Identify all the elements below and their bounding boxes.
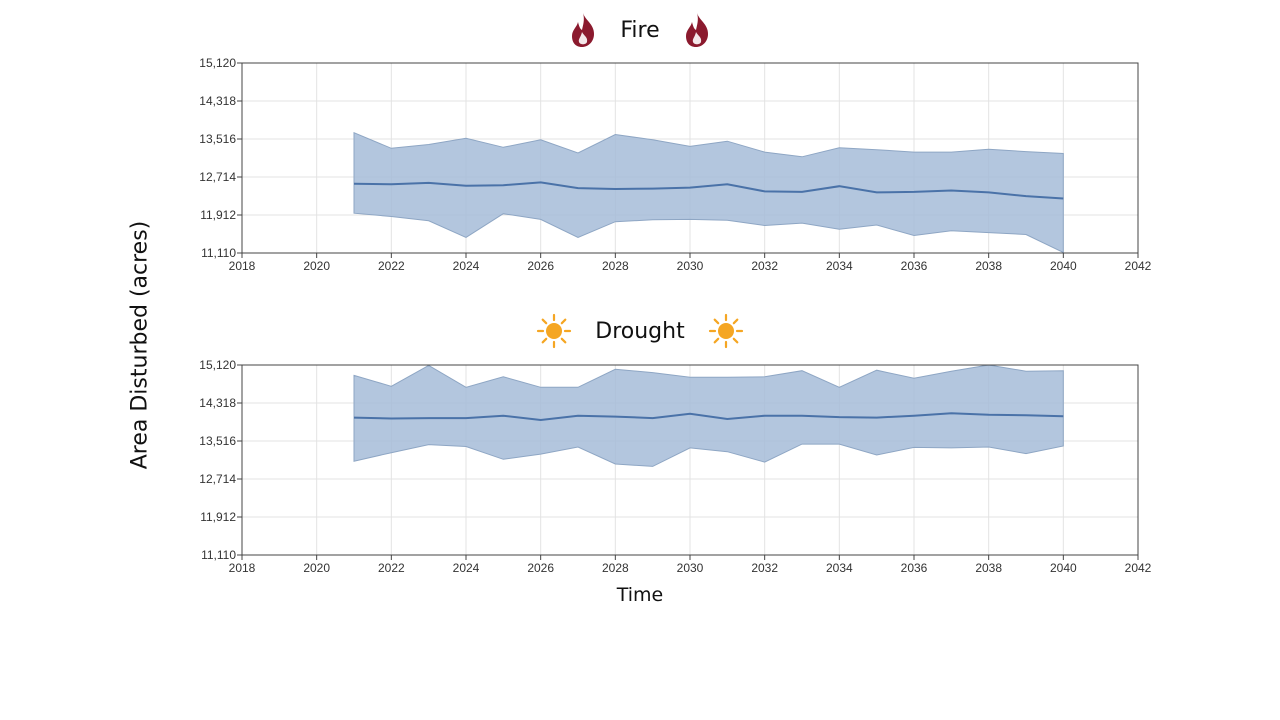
- x-tick-label: 2030: [677, 259, 704, 273]
- x-tick-label: 2034: [826, 561, 853, 575]
- drought-title-text: Drought: [595, 318, 685, 344]
- fire-title-text: Fire: [620, 17, 660, 43]
- x-tick-label: 2034: [826, 259, 853, 273]
- x-tick-label: 2030: [677, 561, 704, 575]
- y-tick-label: 13,516: [199, 132, 236, 146]
- y-tick-label: 12,714: [199, 170, 236, 184]
- x-axis-label: Time: [616, 584, 664, 606]
- x-tick-label: 2018: [229, 561, 256, 575]
- y-tick-label: 14,318: [199, 94, 236, 108]
- y-tick-label: 11,912: [200, 208, 236, 222]
- x-tick-label: 2020: [303, 259, 330, 273]
- y-axis-label: Area Disturbed (acres): [127, 220, 153, 470]
- x-tick-label: 2042: [1125, 561, 1152, 575]
- x-tick-label: 2024: [453, 561, 480, 575]
- x-tick-label: 2020: [303, 561, 330, 575]
- y-tick-label: 11,110: [201, 246, 236, 260]
- x-tick-label: 2028: [602, 259, 629, 273]
- range-band-area: [353, 131, 1064, 254]
- fire-chart: 11,110 11,912 12,714 13,516 14,318 15,120 2018…: [199, 56, 1152, 273]
- y-tick-label: 13,516: [199, 434, 236, 448]
- x-tick-label: 2026: [527, 259, 554, 273]
- x-tick-label: 2018: [229, 259, 256, 273]
- x-tick-label: 2024: [453, 259, 480, 273]
- mean-series-line: [353, 412, 1064, 422]
- sun-icon: [708, 313, 743, 349]
- y-tick-label: 14,318: [199, 396, 236, 410]
- flame-icon: [572, 13, 595, 47]
- fire-chart-title: Fire: [0, 12, 1280, 48]
- x-tick-label: 2036: [901, 259, 928, 273]
- x-tick-label: 2036: [901, 561, 928, 575]
- x-tick-label: 2038: [975, 259, 1002, 273]
- sun-icon: [537, 313, 572, 349]
- y-tick-label: 15,120: [199, 358, 236, 372]
- y-tick-label: 11,110: [201, 548, 236, 562]
- x-tick-label: 2028: [602, 561, 629, 575]
- mean-series-line: [353, 181, 1064, 200]
- drought-chart: 11,110 11,912 12,714 13,516 14,318 15,120 2018…: [199, 358, 1152, 575]
- x-tick-label: 2040: [1050, 259, 1077, 273]
- flame-icon: [685, 13, 708, 47]
- y-tick-label: 12,714: [199, 472, 236, 486]
- y-tick-label: 11,912: [200, 510, 236, 524]
- x-tick-label: 2022: [378, 259, 405, 273]
- x-tick-label: 2032: [751, 561, 778, 575]
- x-tick-label: 2026: [527, 561, 554, 575]
- x-tick-label: 2032: [751, 259, 778, 273]
- x-tick-label: 2042: [1125, 259, 1152, 273]
- y-tick-label: 15,120: [199, 56, 236, 70]
- x-tick-label: 2040: [1050, 561, 1077, 575]
- x-tick-label: 2022: [378, 561, 405, 575]
- x-tick-label: 2038: [975, 561, 1002, 575]
- drought-chart-title: Drought: [0, 313, 1280, 349]
